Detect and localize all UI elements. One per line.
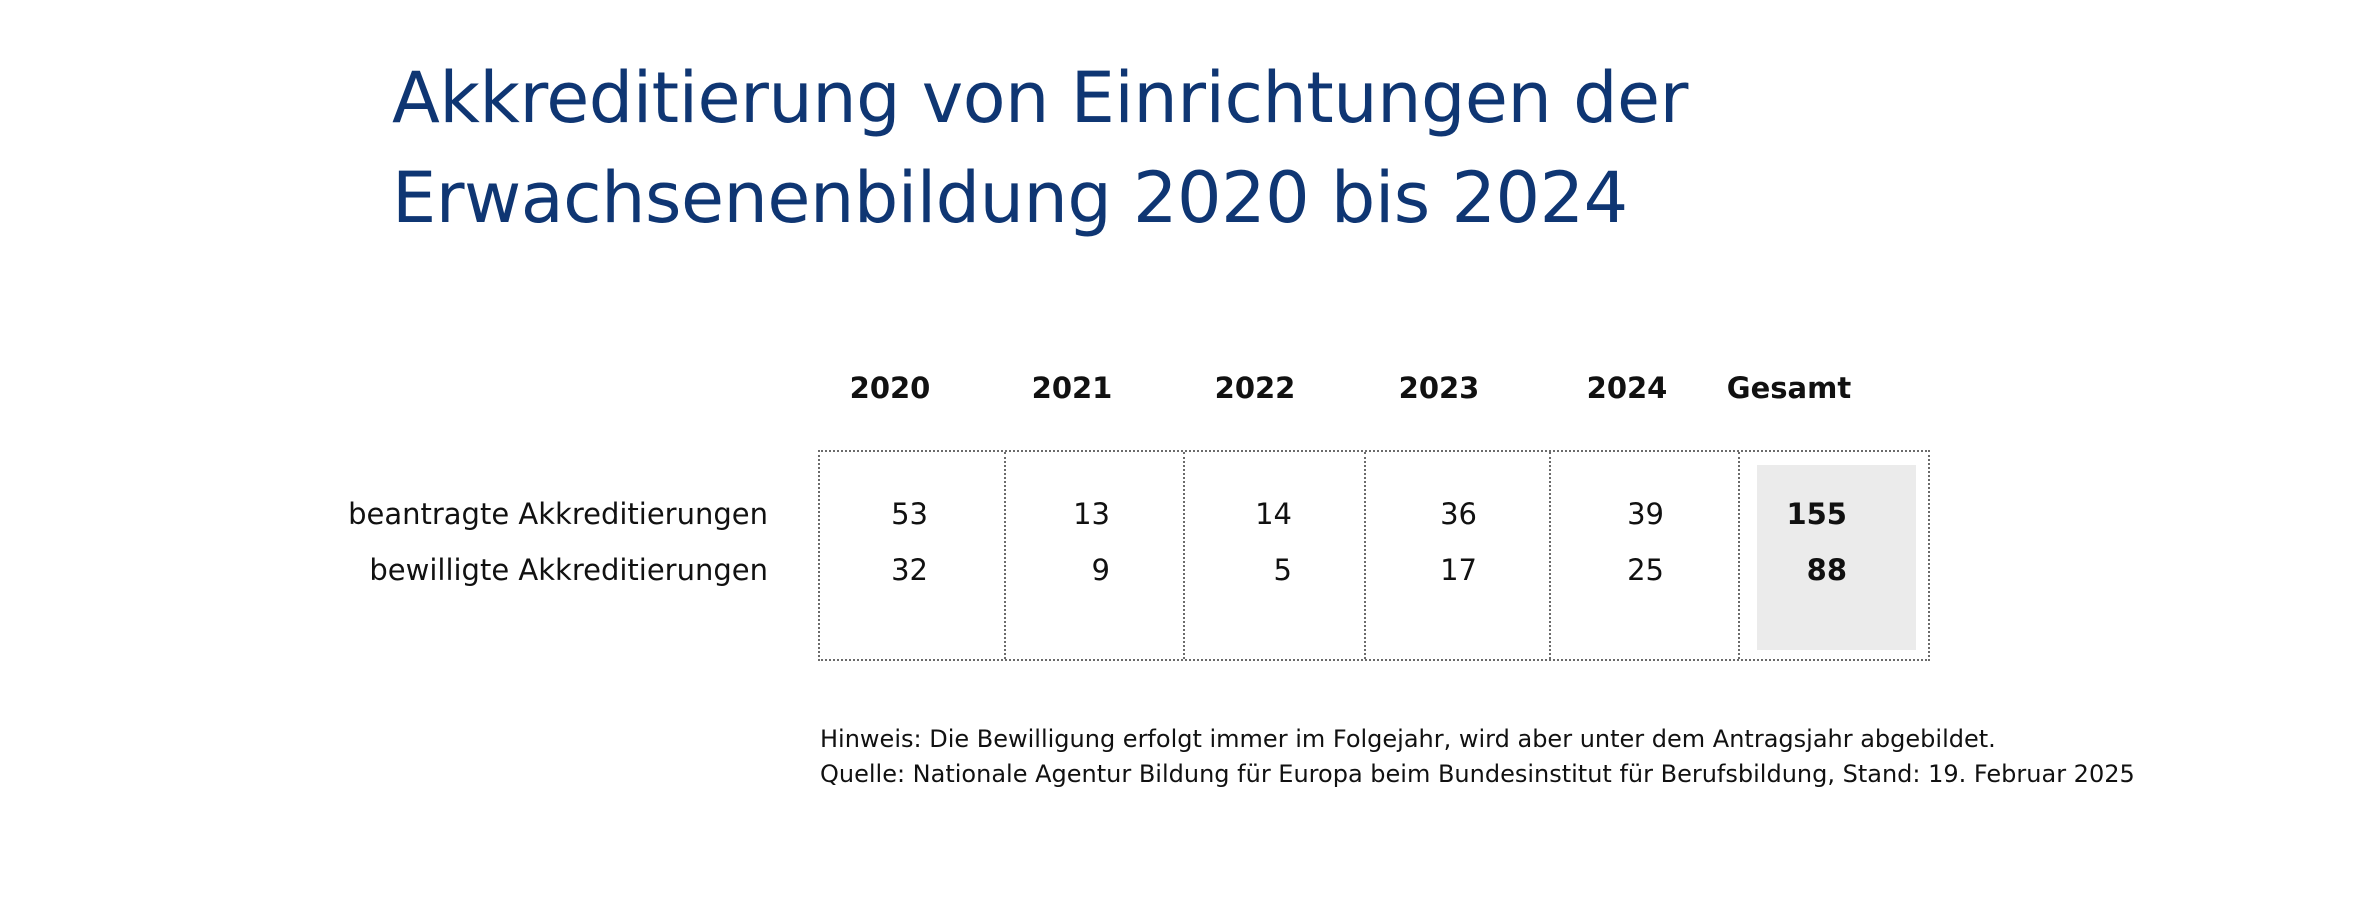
total-column-highlight: [1757, 465, 1916, 650]
column-divider: [1549, 452, 1551, 659]
column-divider: [1004, 452, 1006, 659]
row-label-beantragte: beantragte Akkreditierungen: [348, 497, 768, 531]
column-header-2021: 2021: [1031, 371, 1113, 405]
footnote-hinweis: Hinweis: Die Bewilligung erfolgt immer i…: [820, 725, 1996, 753]
column-divider: [1738, 452, 1740, 659]
column-header-gesamt: Gesamt: [1726, 371, 1852, 405]
column-divider: [1183, 452, 1185, 659]
table-cell: 17: [1440, 553, 1477, 587]
table-cell: 53: [891, 497, 928, 531]
table-cell: 32: [891, 553, 928, 587]
chart-title-line-2: Erwachsenenbildung 2020 bis 2024: [392, 157, 1628, 239]
table-cell: 13: [1073, 497, 1110, 531]
column-header-2020: 2020: [849, 371, 931, 405]
chart-title: Akkreditierung von Einrichtungen der Erw…: [392, 48, 1688, 248]
chart-title-line-1: Akkreditierung von Einrichtungen der: [392, 57, 1688, 139]
footnote-quelle: Quelle: Nationale Agentur Bildung für Eu…: [820, 760, 2135, 788]
table-cell: 39: [1627, 497, 1664, 531]
row-label-bewilligte: bewilligte Akkreditierungen: [369, 553, 768, 587]
column-header-2022: 2022: [1214, 371, 1296, 405]
column-header-2023: 2023: [1398, 371, 1480, 405]
table-cell-total: 155: [1786, 497, 1847, 531]
column-header-2024: 2024: [1586, 371, 1668, 405]
table-cell: 9: [1091, 553, 1110, 587]
column-divider: [1364, 452, 1366, 659]
table-cell-total: 88: [1806, 553, 1847, 587]
table-cell: 5: [1273, 553, 1292, 587]
table-cell: 14: [1255, 497, 1292, 531]
table-cell: 25: [1627, 553, 1664, 587]
table-grid: [818, 450, 1930, 661]
table-cell: 36: [1440, 497, 1477, 531]
